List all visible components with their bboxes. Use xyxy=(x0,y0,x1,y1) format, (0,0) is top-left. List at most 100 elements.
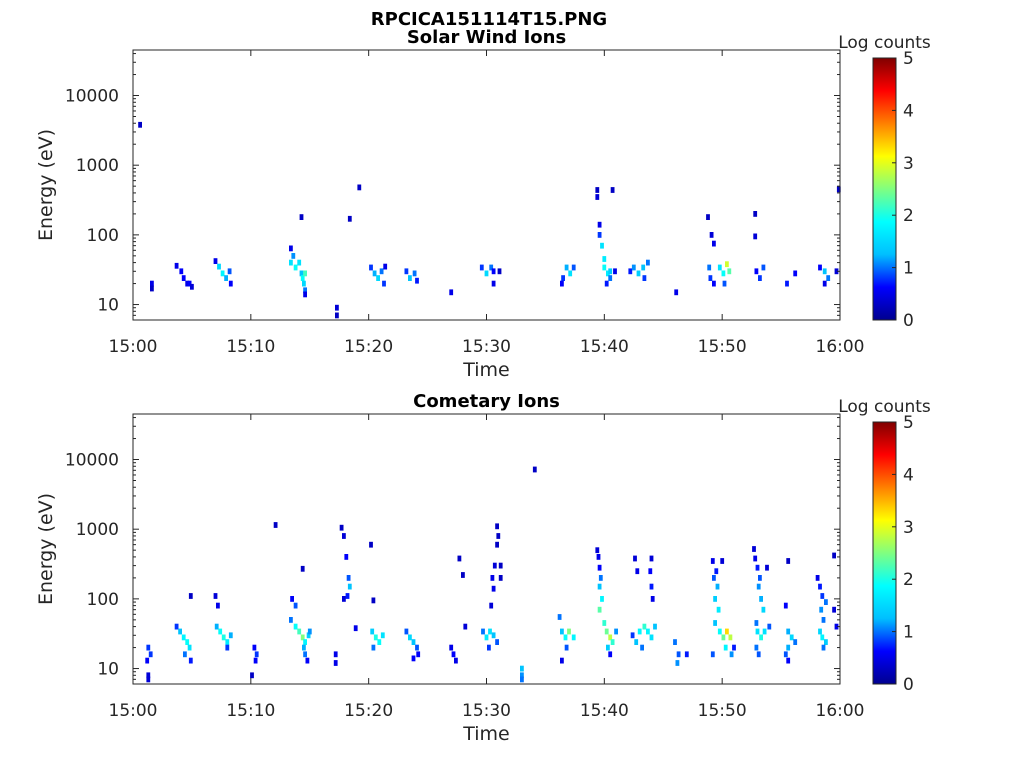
data-cell xyxy=(818,583,822,590)
data-cell xyxy=(498,562,503,569)
y-axis-label: Energy (eV) xyxy=(35,129,57,241)
data-cell xyxy=(491,585,496,592)
data-cell xyxy=(759,634,763,641)
data-cell xyxy=(821,644,826,651)
data-cell xyxy=(481,628,485,635)
data-cell xyxy=(228,280,233,287)
data-cell xyxy=(227,268,232,275)
colorbar-tick-label: 0 xyxy=(903,311,914,331)
data-cell xyxy=(642,623,647,630)
data-cell xyxy=(411,655,416,662)
data-cell xyxy=(563,634,568,641)
data-cell xyxy=(306,632,311,639)
data-cell xyxy=(786,657,791,664)
data-cell xyxy=(822,280,827,287)
y-tick-label: 1000 xyxy=(76,520,119,540)
data-cell xyxy=(250,672,254,679)
data-cell xyxy=(347,583,352,590)
data-cell xyxy=(383,263,388,270)
data-cell xyxy=(614,628,618,635)
data-cell xyxy=(561,275,565,281)
colorbar-label: Log counts xyxy=(838,33,931,53)
data-cell xyxy=(818,628,822,635)
data-cell xyxy=(596,554,601,560)
y-tick-label: 1000 xyxy=(76,156,119,176)
data-cell xyxy=(225,639,230,645)
data-cell xyxy=(449,644,454,651)
data-cell xyxy=(613,268,617,275)
data-cell xyxy=(649,555,654,562)
data-cell xyxy=(753,233,758,240)
data-cell xyxy=(146,644,151,651)
data-cell xyxy=(729,651,734,658)
data-cell xyxy=(408,634,412,641)
data-cell xyxy=(293,264,298,271)
x-tick-label: 16:00 xyxy=(816,701,865,721)
data-cell xyxy=(610,187,615,193)
data-cell xyxy=(571,634,576,641)
data-cell xyxy=(339,524,344,531)
data-cell xyxy=(722,280,727,287)
data-cell xyxy=(484,634,489,641)
data-cell xyxy=(815,575,820,581)
y-tick-label: 10000 xyxy=(65,87,119,107)
data-cell xyxy=(684,651,689,658)
spectrogram-cells xyxy=(138,121,841,319)
data-cell xyxy=(706,214,710,220)
data-cell xyxy=(342,533,346,539)
data-cell xyxy=(642,275,647,281)
data-cell xyxy=(174,623,179,630)
data-cell xyxy=(631,264,636,271)
data-cell xyxy=(762,628,767,635)
data-cell xyxy=(491,280,496,287)
data-cell xyxy=(532,466,537,473)
x-tick-label: 15:20 xyxy=(344,337,393,357)
data-cell xyxy=(608,651,613,658)
data-cell xyxy=(820,593,825,599)
data-cell xyxy=(370,628,375,635)
data-cell xyxy=(254,651,259,658)
data-cell xyxy=(732,644,736,651)
data-cell xyxy=(520,676,524,683)
y-tick-label: 10 xyxy=(97,296,119,316)
data-cell xyxy=(636,270,641,277)
data-cell xyxy=(300,634,305,641)
data-cell xyxy=(564,644,569,651)
data-cell xyxy=(183,651,187,658)
data-cell xyxy=(213,258,218,264)
x-axis-label: Time xyxy=(462,723,510,745)
data-cell xyxy=(495,523,499,530)
data-cell xyxy=(150,285,154,292)
data-cell xyxy=(303,287,307,294)
x-tick-label: 15:10 xyxy=(226,701,275,721)
data-cell xyxy=(382,280,386,287)
data-cell xyxy=(181,275,186,281)
data-cell xyxy=(148,651,153,658)
data-cell xyxy=(610,639,615,645)
data-cell xyxy=(752,546,756,552)
data-cell xyxy=(597,232,602,238)
data-cell xyxy=(819,606,824,613)
data-cell xyxy=(181,634,186,641)
data-cell xyxy=(818,264,822,271)
data-cell xyxy=(721,270,726,277)
data-cell xyxy=(710,651,715,658)
data-cell xyxy=(372,270,377,277)
data-cell xyxy=(707,264,712,271)
data-cell xyxy=(633,555,637,562)
data-cell xyxy=(221,634,226,641)
data-cell xyxy=(598,575,603,581)
data-cell xyxy=(479,264,484,271)
data-cell xyxy=(345,593,350,599)
data-cell xyxy=(595,547,600,554)
x-tick-label: 15:30 xyxy=(462,337,511,357)
data-cell xyxy=(449,289,454,296)
data-cell xyxy=(712,575,716,581)
data-cell xyxy=(490,575,495,581)
data-cell xyxy=(346,575,351,581)
data-cell xyxy=(138,121,142,128)
colorbar xyxy=(872,57,897,321)
data-cell xyxy=(303,270,307,277)
data-cell xyxy=(335,304,339,311)
